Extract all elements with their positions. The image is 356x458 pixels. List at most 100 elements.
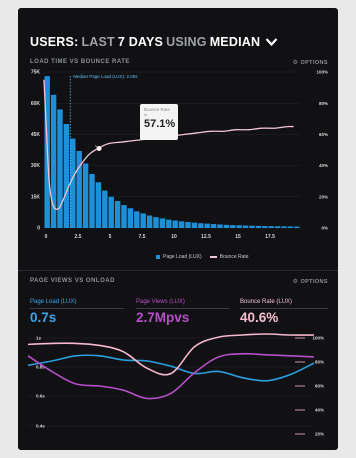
gear-icon: ⚙ [292, 279, 299, 285]
y-tick-left: 15K [31, 194, 41, 200]
y-tick-left: 75K [31, 70, 41, 76]
load-bar [255, 225, 262, 228]
legend-label-line: Bounce Rate [219, 254, 249, 260]
load-bar [268, 226, 274, 228]
load-bar [95, 182, 102, 228]
y-tick-left: 0.4s [36, 424, 45, 429]
load-bar [249, 225, 255, 228]
stat-label: Page Views (LUX) [136, 299, 185, 305]
bounce-rate-tooltip: Bounce Rate in 57.1% [140, 104, 178, 140]
load-bar [294, 226, 300, 228]
x-tick: 12.5 [201, 234, 211, 240]
load-bar [76, 151, 82, 228]
load-bar [50, 94, 57, 228]
title-range: 7 DAYS [117, 35, 164, 49]
load-bar [114, 200, 121, 228]
title-users: USERS: [30, 35, 79, 49]
dashboard-screen: USERS: LAST 7 DAYS USING MEDIAN LOAD TIM… [18, 8, 338, 450]
stat-label: Bounce Rate (LUX) [240, 299, 293, 305]
title-last: LAST [81, 35, 115, 49]
median-label: Median Page Load (LUX): 2.05s [73, 74, 138, 79]
legend-item-line[interactable]: Bounce Rate [209, 254, 249, 260]
y-tick-right: 60% [315, 384, 324, 389]
y-tick-right: 80% [319, 101, 328, 106]
load-bar [70, 138, 76, 228]
load-bar [242, 225, 249, 228]
load-bar [230, 225, 236, 228]
stat-value: 2.7Mpvs [136, 310, 190, 325]
load-bar [63, 124, 70, 228]
gear-icon: ⚙ [292, 60, 299, 66]
y-tick-left: 30K [31, 163, 41, 169]
views-options-label: OPTIONS [300, 279, 328, 285]
legend-swatch-bars [156, 255, 160, 259]
hover-point [96, 145, 102, 152]
load-bar [236, 225, 242, 228]
section-divider [18, 270, 338, 271]
legend-item-bars[interactable]: Page Load (LUX) [156, 254, 202, 260]
title-using: USING [166, 35, 207, 49]
bounce-rate-line [43, 79, 294, 210]
load-bar [217, 224, 223, 228]
x-tick: 2.5 [75, 234, 82, 240]
stat-underline [136, 308, 230, 309]
y-tick-left: 1s [36, 336, 42, 341]
load-bar [108, 196, 114, 228]
load-bar [210, 224, 217, 228]
stat-underline [240, 308, 328, 309]
stat-bounce-rate[interactable]: Bounce Rate (LUX) 40.6% [240, 296, 338, 325]
load-bar [140, 213, 146, 228]
load-bar [127, 208, 134, 228]
load-bar [223, 224, 230, 228]
page-title[interactable]: USERS: LAST 7 DAYS USING MEDIAN [30, 34, 278, 50]
x-tick: 10 [171, 234, 177, 240]
y-tick-right: 100% [316, 70, 328, 75]
bounce-rate-line [27, 333, 315, 376]
load-bar [57, 109, 63, 228]
y-tick-left: 0 [37, 226, 40, 232]
x-tick: 0 [45, 234, 48, 240]
tooltip-label: Bounce Rate [144, 107, 171, 112]
stat-underline [30, 308, 124, 309]
legend-swatch-line [209, 256, 217, 258]
stat-page-views[interactable]: Page Views (LUX) 2.7Mpvs [136, 296, 234, 325]
chart-legend: Page Load (LUX) Bounce Rate [156, 254, 249, 260]
load-bar [102, 190, 108, 228]
stat-value: 0.7s [30, 310, 57, 325]
y-tick-right: 80% [315, 360, 324, 365]
views-vs-onload-chart: 1s 0.8s 0.6s 0.4s 100% 80% 60% 40% 20% [27, 333, 324, 437]
load-bar [89, 173, 95, 228]
load-bar [121, 205, 127, 228]
load-bar [198, 223, 204, 228]
load-bar [82, 163, 89, 228]
load-bar [159, 218, 166, 228]
load-bar [204, 223, 210, 228]
load-section-label: LOAD TIME VS BOUNCE RATE [30, 59, 130, 65]
load-bar [172, 220, 178, 228]
page-load-line [27, 354, 315, 382]
y-tick-left: 60K [31, 101, 41, 107]
load-bar [134, 211, 140, 228]
y-tick-right: 100% [312, 336, 324, 341]
title-method: MEDIAN [209, 35, 261, 49]
views-options-button[interactable]: ⚙ OPTIONS [293, 278, 328, 285]
stat-page-load[interactable]: Page Load (LUX) 0.7s [30, 296, 128, 325]
page-views-line [27, 352, 315, 400]
tooltip-sub: in [144, 112, 148, 117]
load-bar [262, 226, 268, 228]
load-bar [274, 226, 281, 228]
load-bar [191, 222, 198, 228]
load-options-button[interactable]: ⚙ OPTIONS [293, 59, 328, 66]
y-tick-right: 20% [319, 194, 328, 199]
y-tick-left: 0.6s [36, 394, 45, 399]
stat-value: 40.6% [240, 310, 279, 325]
load-bar [153, 217, 159, 228]
load-bar [281, 226, 287, 228]
y-tick-right: 40% [315, 408, 324, 413]
chevron-down-icon[interactable] [265, 37, 278, 47]
x-tick: 5 [109, 234, 112, 240]
load-bar [166, 219, 172, 228]
y-tick-right: 0% [321, 226, 328, 231]
x-tick: 15 [235, 234, 241, 240]
legend-label-bars: Page Load (LUX) [163, 254, 202, 260]
